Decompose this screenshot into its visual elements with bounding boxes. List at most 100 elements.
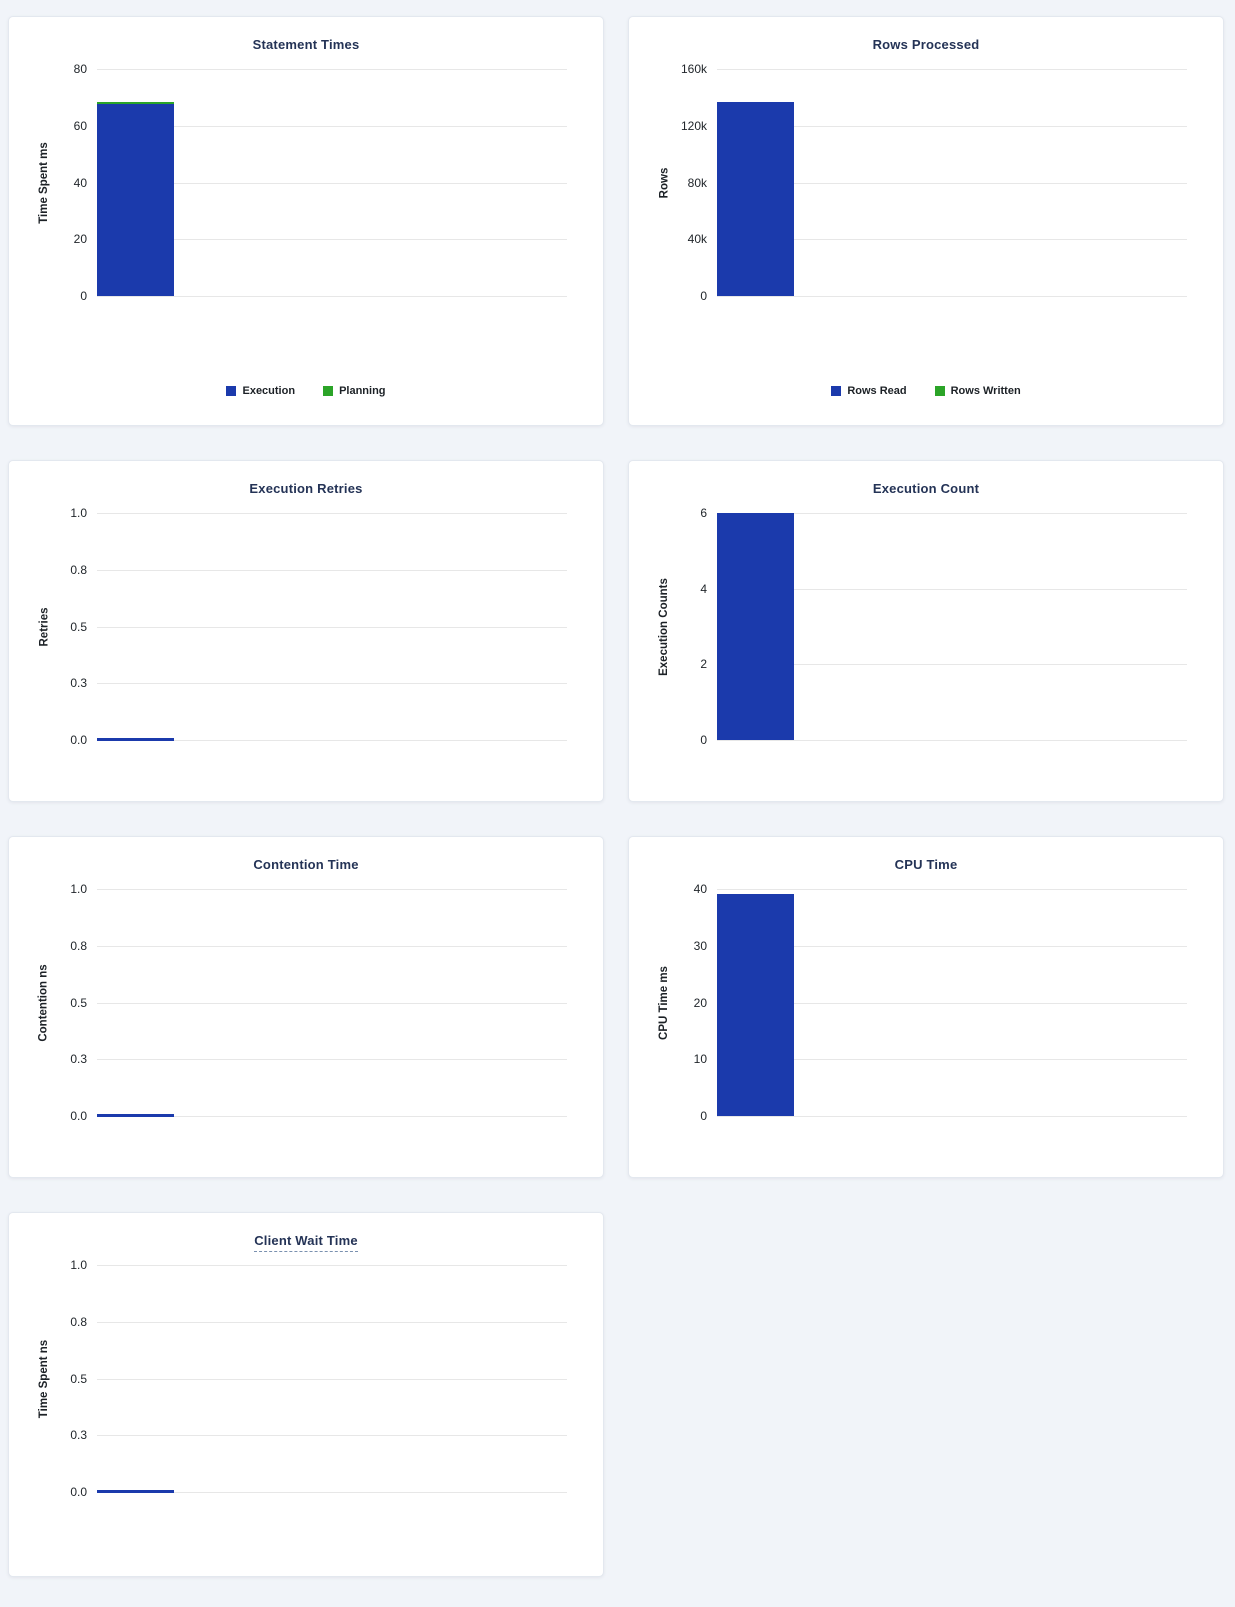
y-tick-label: 1.0 xyxy=(70,1258,87,1272)
gridline xyxy=(97,1435,567,1437)
y-tick-label: 40 xyxy=(73,175,87,190)
gridline xyxy=(717,945,1187,947)
chart-title-text: Execution Count xyxy=(872,481,980,496)
y-tick-label: 0.0 xyxy=(70,1109,87,1123)
y-tick-label: 40 xyxy=(693,882,707,896)
chart-card-statement-times: Statement Times Time Spent ms 80 60 40 20 0 Exe… xyxy=(8,16,604,426)
y-tick-label: 0.3 xyxy=(70,1428,87,1443)
y-tick-label: 0 xyxy=(700,289,707,303)
y-tick-label: 6 xyxy=(700,506,707,520)
chart-card-execution-retries: Execution Retries Retries 1.0 0.8 0.5 0.3 0.0 xyxy=(8,460,604,802)
bar xyxy=(717,513,794,740)
y-tick-label: 80 xyxy=(73,62,87,76)
chart-card-rows-processed: Rows Processed Rows 160k 120k 80k 40k 0 Rows Re… xyxy=(628,16,1224,426)
chart-title: Contention Time xyxy=(9,857,603,872)
gridline xyxy=(717,889,1187,890)
gridline xyxy=(717,69,1187,70)
legend: Rows Read Rows Written xyxy=(629,385,1223,397)
chart-title: Execution Count xyxy=(629,481,1223,496)
y-tick-label: 2 xyxy=(700,657,707,672)
y-tick-label: 0.8 xyxy=(70,1314,87,1329)
gridline xyxy=(717,740,1187,741)
plot-area: 1.0 0.8 0.5 0.3 0.0 xyxy=(70,883,567,1122)
y-tick-label: 1.0 xyxy=(70,882,87,896)
gridline xyxy=(97,1321,567,1323)
legend-swatch-rows-written xyxy=(934,386,945,396)
legend-item-execution: Execution xyxy=(226,385,295,397)
gridline xyxy=(717,296,1187,297)
bar xyxy=(717,101,794,296)
bar-segment-execution xyxy=(97,104,174,296)
gridline xyxy=(97,1378,567,1380)
chart-title-text: Contention Time xyxy=(253,857,359,872)
chart-title-text: Execution Retries xyxy=(249,481,363,496)
y-tick-label: 4 xyxy=(700,581,707,596)
gridline xyxy=(97,1492,567,1493)
gridline xyxy=(97,1116,567,1117)
legend-item-planning: Planning xyxy=(323,385,386,397)
gridline xyxy=(717,588,1187,590)
gridline xyxy=(97,683,567,685)
chart-title: Execution Retries xyxy=(9,481,603,496)
chart-card-client-wait-time: Client Wait Time Time Spent ns 1.0 0.8 0.5 0.… xyxy=(8,1212,604,1577)
plot-area: 80 60 40 20 0 xyxy=(74,63,567,302)
y-tick-label: 10 xyxy=(693,1052,707,1067)
plot-area: 6 4 2 0 xyxy=(700,507,1187,746)
bar-segment-execution-count xyxy=(717,513,794,740)
y-tick-label: 0 xyxy=(80,289,87,303)
y-tick-label: 20 xyxy=(73,232,87,247)
plot-area: 1.0 0.8 0.5 0.3 0.0 xyxy=(70,507,567,746)
gridline xyxy=(97,626,567,628)
chart-card-cpu-time: CPU Time CPU Time ms 40 30 20 10 0 xyxy=(628,836,1224,1178)
gridline xyxy=(97,889,567,890)
zero-value-line xyxy=(97,1114,174,1117)
chart-title: Rows Processed xyxy=(629,37,1223,52)
gridline xyxy=(97,296,567,297)
legend-item-rows-read: Rows Read xyxy=(831,385,907,397)
legend-swatch-rows-read xyxy=(831,386,842,396)
gridline xyxy=(97,1059,567,1061)
legend-label: Execution xyxy=(242,385,296,397)
y-tick-label: 80k xyxy=(687,175,707,190)
gridline xyxy=(97,239,567,241)
zero-value-line xyxy=(97,738,174,741)
y-axis-label: Execution Counts xyxy=(655,513,673,740)
y-tick-label: 0 xyxy=(700,1109,707,1123)
chart-title-text[interactable]: Client Wait Time xyxy=(254,1233,358,1252)
chart-title: CPU Time xyxy=(629,857,1223,872)
y-tick-label: 0.0 xyxy=(70,1485,87,1499)
y-tick-label: 0.5 xyxy=(70,1371,87,1386)
gridline xyxy=(717,664,1187,666)
legend: Execution Planning xyxy=(9,385,603,397)
y-tick-label: 160k xyxy=(680,62,707,76)
gridline xyxy=(717,1059,1187,1061)
y-tick-label: 0.3 xyxy=(70,1052,87,1067)
y-tick-label: 0.0 xyxy=(70,733,87,747)
bar-segment-cpu-time xyxy=(717,893,794,1116)
y-tick-label: 1.0 xyxy=(70,506,87,520)
y-tick-label: 0 xyxy=(700,733,707,747)
gridline xyxy=(717,1116,1187,1117)
legend-swatch-execution xyxy=(226,386,237,396)
legend-label: Rows Written xyxy=(950,385,1021,397)
y-tick-label: 0.8 xyxy=(70,562,87,577)
gridline xyxy=(97,740,567,741)
gridline xyxy=(97,1265,567,1266)
y-tick-label: 20 xyxy=(693,995,707,1010)
y-tick-label: 0.5 xyxy=(70,995,87,1010)
chart-title-text: Statement Times xyxy=(252,37,360,52)
chart-title-text: CPU Time xyxy=(894,857,958,872)
gridline xyxy=(97,69,567,70)
gridline xyxy=(717,125,1187,127)
chart-card-contention-time: Contention Time Contention ns 1.0 0.8 0.5 0.3… xyxy=(8,836,604,1178)
gridline xyxy=(717,182,1187,184)
gridline xyxy=(717,513,1187,514)
y-tick-label: 0.8 xyxy=(70,938,87,953)
plot-area: 1.0 0.8 0.5 0.3 0.0 xyxy=(70,1259,567,1498)
y-tick-label: 120k xyxy=(680,118,707,133)
zero-value-line xyxy=(97,1490,174,1493)
chart-title-text: Rows Processed xyxy=(872,37,980,52)
y-tick-label: 0.5 xyxy=(70,619,87,634)
gridline xyxy=(97,945,567,947)
